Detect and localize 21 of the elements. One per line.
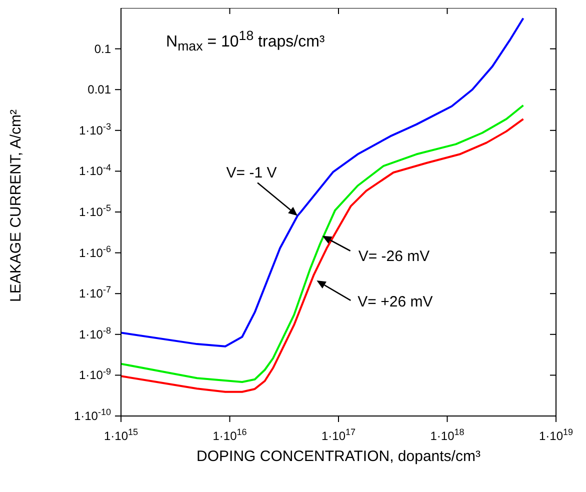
annotation: N$_{max}$ = 10$^{18}$ traps/cm³ — [166, 28, 325, 54]
y-tick-label: 1·10$^{-7}$ — [78, 284, 111, 301]
annotation: V= +26 mV — [358, 293, 433, 310]
annotation: V= -1 V — [226, 164, 277, 182]
x-tick-label: 1·10$^{19}$ — [538, 427, 574, 443]
annotation: V= -26 mV — [358, 248, 430, 265]
y-tick-label: 1·10$^{-10}$ — [74, 407, 111, 423]
y-tick-label: 1·10$^{-9}$ — [78, 366, 111, 382]
x-axis-title: DOPING CONCENTRATION, dopants/cm³ — [196, 448, 482, 465]
y-tick-label: 0.1 — [94, 42, 112, 56]
y-tick-label: 1·10$^{-5}$ — [78, 203, 111, 219]
x-tick-label: 1·10$^{18}$ — [430, 427, 464, 443]
x-tick-label: 1·10$^{17}$ — [321, 427, 356, 443]
y-tick-label: 1·10$^{-8}$ — [78, 325, 111, 342]
x-tick-label: 1·10$^{15}$ — [104, 427, 138, 443]
y-tick-label: 1·10$^{-3}$ — [78, 121, 111, 138]
x-tick-label: 1·10$^{16}$ — [212, 427, 247, 443]
y-tick-label: 1·10$^{-6}$ — [78, 244, 111, 260]
y-tick-label: 1·10$^{-4}$ — [78, 162, 111, 178]
y-tick-label: 0.01 — [88, 82, 112, 97]
y-axis-title: LEAKAGE CURRENT, A/cm² — [7, 109, 24, 302]
